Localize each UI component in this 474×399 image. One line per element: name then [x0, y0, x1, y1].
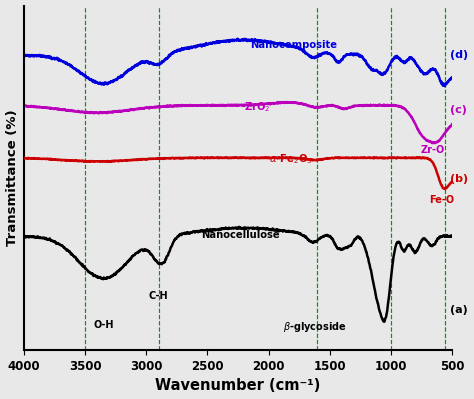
Text: Nanocomposite: Nanocomposite [250, 40, 337, 50]
Text: Zr-O: Zr-O [420, 145, 445, 155]
Text: Nanocellulose: Nanocellulose [201, 230, 280, 240]
Text: O-H: O-H [93, 320, 114, 330]
Text: $\alpha$-Fe$_2$O$_3$: $\alpha$-Fe$_2$O$_3$ [269, 152, 312, 166]
Text: (d): (d) [450, 49, 468, 59]
Text: (c): (c) [450, 105, 467, 115]
X-axis label: Wavenumber (cm⁻¹): Wavenumber (cm⁻¹) [155, 378, 321, 393]
Text: $\beta$-glycoside: $\beta$-glycoside [283, 320, 347, 334]
Text: Fe-O: Fe-O [429, 195, 455, 205]
Text: C-H: C-H [149, 291, 168, 301]
Text: (b): (b) [450, 174, 468, 184]
Text: ZrO$_2$: ZrO$_2$ [244, 100, 271, 114]
Y-axis label: Transmittance (%): Transmittance (%) [6, 110, 18, 246]
Text: (a): (a) [450, 305, 468, 315]
